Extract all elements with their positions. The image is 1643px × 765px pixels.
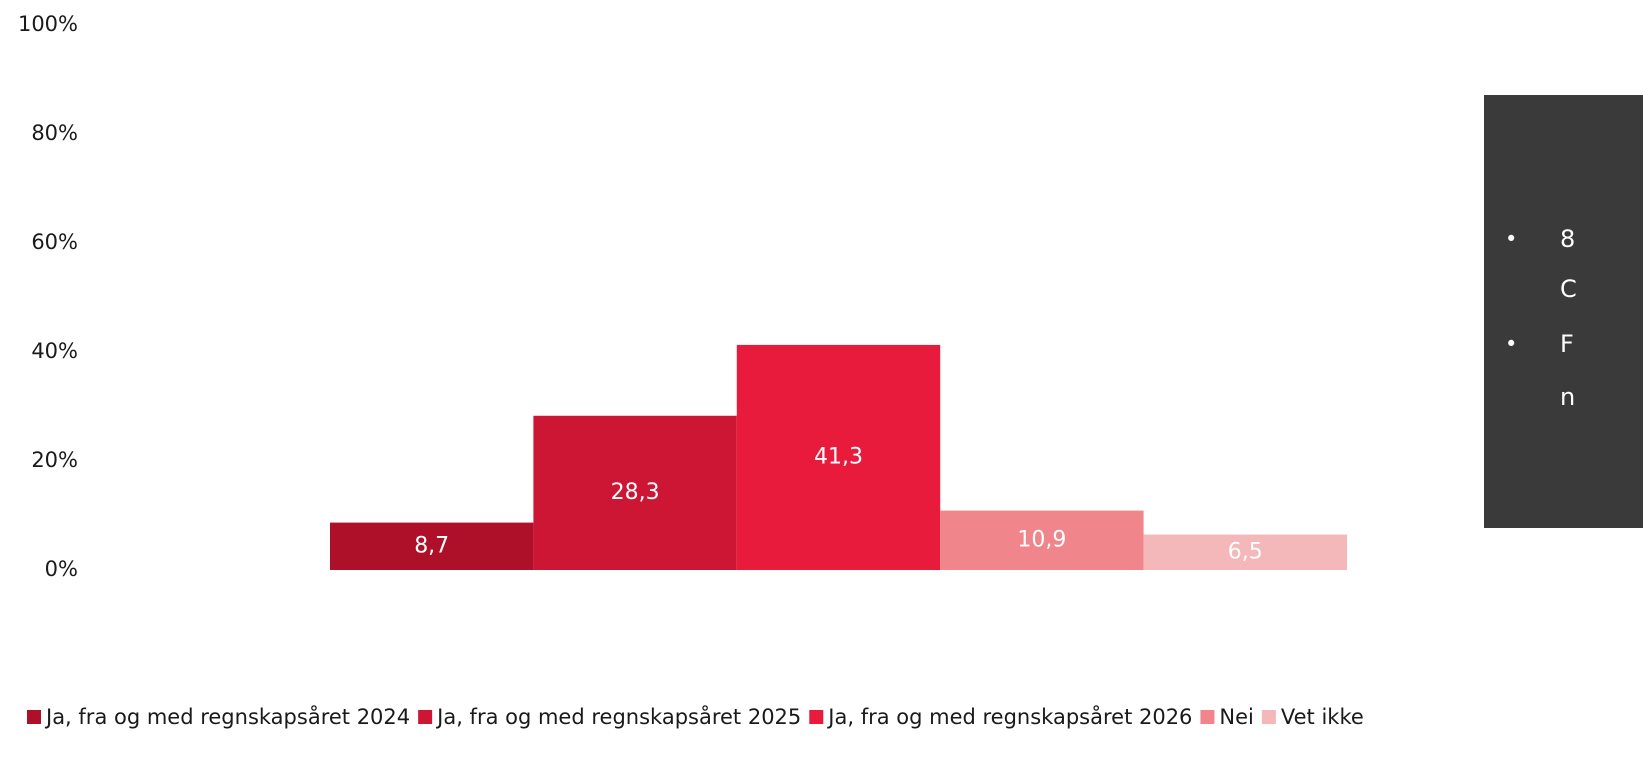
legend-swatch	[1200, 710, 1215, 724]
legend-swatch	[809, 710, 824, 724]
y-tick-label: 100%	[18, 12, 78, 36]
legend-label: Nei	[1219, 705, 1253, 729]
legend-label: Vet ikke	[1281, 705, 1364, 729]
bar	[1143, 534, 1347, 570]
legend-label: Ja, fra og med regnskapsåret 2026	[826, 704, 1192, 729]
y-tick-label: 20%	[31, 448, 78, 472]
bar	[330, 522, 534, 570]
data-label: 28,3	[611, 480, 660, 505]
side-panel	[1484, 95, 1643, 528]
legend-swatch	[27, 710, 41, 724]
bar	[736, 344, 941, 570]
panel-text: C	[1560, 275, 1577, 303]
data-label: 6,5	[1228, 539, 1263, 564]
legend-swatch	[1261, 710, 1276, 724]
y-tick-label: 40%	[31, 339, 78, 363]
panel-text: F	[1560, 330, 1574, 358]
panel-text: n	[1560, 383, 1575, 411]
bar	[533, 415, 737, 570]
legend-label: Ja, fra og med regnskapsåret 2024	[44, 704, 410, 729]
data-label: 10,9	[1017, 527, 1066, 552]
data-label: 41,3	[814, 444, 863, 469]
panel-text: 8	[1560, 225, 1575, 253]
y-tick-label: 0%	[45, 557, 78, 581]
bar	[940, 510, 1144, 570]
y-tick-label: 80%	[31, 121, 78, 145]
bullet: •	[1505, 227, 1517, 251]
legend-label: Ja, fra og med regnskapsåret 2025	[435, 704, 801, 729]
data-label: 8,7	[414, 533, 449, 558]
legend-swatch	[418, 710, 433, 724]
y-tick-label: 60%	[31, 230, 78, 254]
bullet: •	[1505, 332, 1517, 356]
